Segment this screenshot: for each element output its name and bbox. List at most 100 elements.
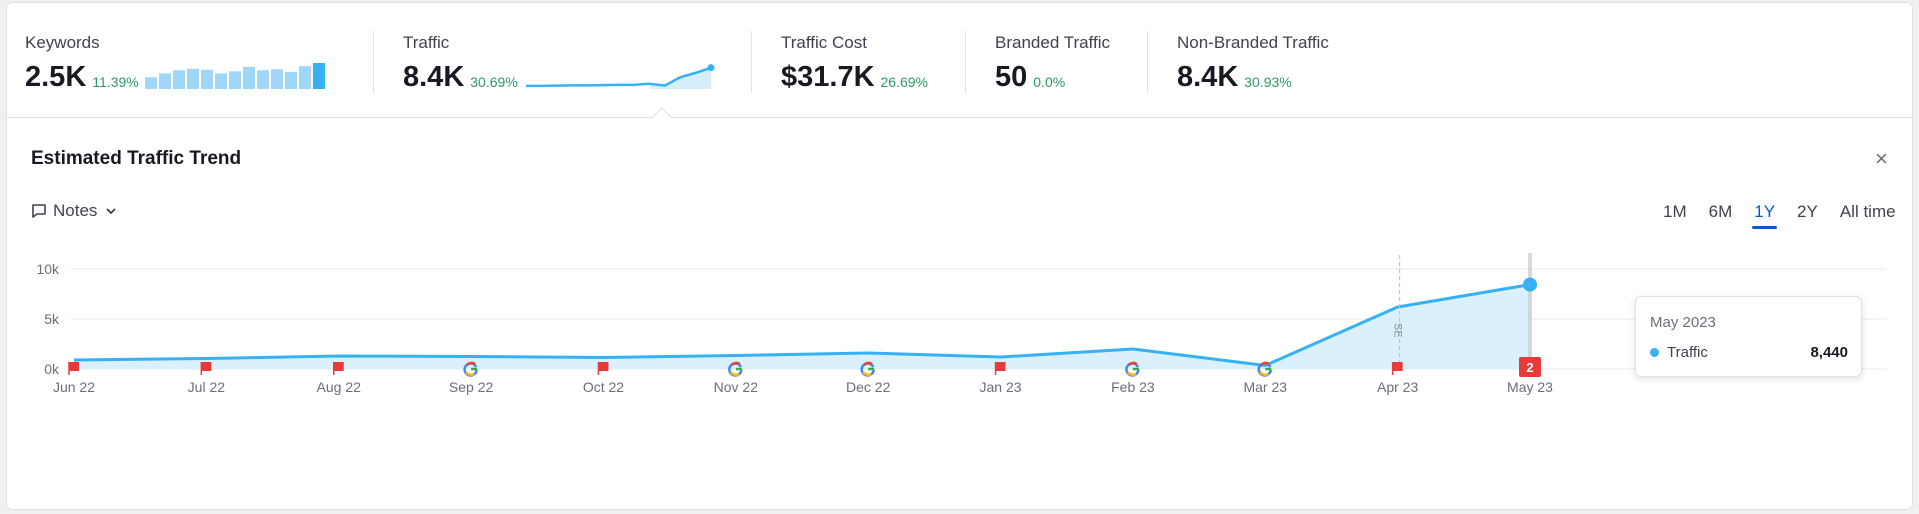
- panel-title: Estimated Traffic Trend: [31, 148, 242, 169]
- spark-bar: [214, 73, 227, 89]
- x-tick-label: Dec 22: [846, 379, 891, 395]
- badge-count: 2: [1526, 360, 1533, 375]
- flag-icon: [994, 362, 1006, 375]
- x-tick-label: Aug 22: [317, 379, 362, 395]
- x-tick-label: Jan 23: [980, 379, 1022, 395]
- sparkline-path: [525, 66, 712, 88]
- traffic-trend-chart[interactable]: 0k 5k 10k SE Jun 22 Jul 22 Aug 22 Sep 22 Oct 22 N…: [7, 253, 1907, 503]
- badge-bg: [1519, 357, 1541, 377]
- flag-body: [333, 362, 344, 371]
- google-update-icon: [728, 361, 743, 377]
- data-point-dot: [1523, 277, 1537, 292]
- metric-value: 2.5K: [25, 61, 87, 93]
- y-tick-label: 5k: [44, 311, 60, 327]
- spark-bar: [228, 71, 241, 89]
- tab-period[interactable]: 1Y: [1752, 202, 1777, 229]
- x-tick-label: May 23: [1507, 379, 1553, 395]
- flag-body: [995, 362, 1006, 371]
- metric-traffic-cost[interactable]: Traffic Cost $31.7K 26.69%: [781, 33, 928, 93]
- spark-bar: [242, 66, 255, 89]
- close-icon[interactable]: ×: [1875, 146, 1888, 171]
- metric-value: 50: [995, 61, 1028, 93]
- metric-change: 11.39%: [92, 74, 139, 90]
- keywords-sparkbars: [144, 63, 325, 89]
- traffic-area: [74, 284, 1530, 369]
- metric-label: Keywords: [25, 33, 100, 52]
- flag-icon: [200, 362, 212, 375]
- period-tabs: 1M 6M 1Y 2Y All time: [1663, 202, 1896, 229]
- tab-period[interactable]: 1M: [1663, 202, 1687, 221]
- google-g-bottom: [1259, 371, 1269, 376]
- tab-period[interactable]: All time: [1839, 202, 1896, 221]
- metric-value: $31.7K: [781, 61, 875, 93]
- y-tick-label: 10k: [36, 261, 60, 277]
- spark-bar: [186, 68, 199, 89]
- metric-change: 30.69%: [470, 74, 518, 90]
- metric-change: 30.93%: [1244, 74, 1292, 90]
- spark-bar: [298, 66, 311, 89]
- chart-tooltip: May 2023 Traffic 8,440: [1635, 296, 1862, 377]
- metric-branded-traffic[interactable]: Branded Traffic 50 0.0%: [995, 33, 1110, 93]
- flag-icon: [332, 362, 344, 375]
- google-g-bottom: [862, 371, 872, 376]
- x-tick-label: Oct 22: [583, 379, 624, 395]
- metric-value: 8.4K: [1177, 61, 1239, 93]
- x-tick-label: Feb 23: [1111, 379, 1155, 395]
- metric-keywords[interactable]: Keywords 2.5K 11.39%: [25, 33, 335, 93]
- metric-traffic[interactable]: Traffic 8.4K 30.69%: [403, 33, 719, 93]
- notes-dropdown[interactable]: Notes: [31, 201, 123, 221]
- spark-bar: [256, 70, 269, 89]
- y-tick-label: 0k: [44, 361, 60, 377]
- comment-icon: [32, 204, 46, 218]
- divider: [373, 31, 374, 93]
- serp-marker-label: SE: [1392, 323, 1404, 338]
- series-dot: [1650, 348, 1659, 357]
- tab-period[interactable]: 6M: [1708, 202, 1733, 221]
- flag-body: [69, 362, 79, 371]
- spark-bar: [172, 70, 185, 89]
- x-tick-label: Apr 23: [1377, 379, 1418, 395]
- tab-period[interactable]: 2Y: [1797, 202, 1818, 221]
- notes-count-badge: 2: [1519, 357, 1541, 377]
- organic-overview-card: Keywords 2.5K 11.39% Traffic 8.4K 30.69%…: [6, 2, 1913, 510]
- flag-icon: [597, 362, 609, 375]
- google-g-bottom: [729, 371, 740, 376]
- x-tick-label: Sep 22: [449, 379, 494, 395]
- metric-non-branded-traffic[interactable]: Non-Branded Traffic 8.4K 30.93%: [1177, 33, 1329, 93]
- flag-icon: [68, 362, 79, 375]
- google-g-top: [1127, 361, 1138, 366]
- spark-bar: [158, 73, 171, 89]
- divider: [1147, 31, 1148, 93]
- google-update-icon: [1125, 361, 1140, 377]
- x-tick-label: Nov 22: [714, 379, 759, 395]
- tooltip-value: 8,440: [1810, 344, 1848, 361]
- metric-value: 8.4K: [403, 61, 465, 93]
- google-update-icon: [1257, 361, 1273, 377]
- notes-label: Notes: [53, 201, 98, 220]
- spark-bar: [144, 77, 157, 89]
- metric-label: Traffic: [403, 33, 450, 52]
- tooltip-date: May 2023: [1650, 314, 1716, 331]
- sparkline-end-dot: [707, 64, 715, 72]
- google-g-bottom: [465, 371, 475, 376]
- divider: [965, 31, 966, 93]
- traffic-line: [73, 283, 1531, 367]
- metric-change: 0.0%: [1033, 74, 1066, 90]
- metric-label: Non-Branded Traffic: [1177, 33, 1329, 52]
- spark-bar: [284, 71, 297, 89]
- google-g-top: [466, 361, 476, 366]
- metric-label: Traffic Cost: [781, 33, 867, 52]
- google-update-icon: [860, 361, 875, 377]
- flag-body: [201, 362, 212, 371]
- metrics-bar: Keywords 2.5K 11.39% Traffic 8.4K 30.69%…: [7, 3, 1912, 118]
- flag-body: [598, 362, 609, 371]
- google-g-bottom: [1126, 371, 1137, 376]
- x-tick-label: Jun 22: [53, 379, 95, 395]
- flag-body: [1392, 362, 1403, 371]
- spark-bar: [270, 69, 283, 89]
- google-g-top: [863, 361, 873, 366]
- divider: [751, 31, 752, 93]
- flag-icon: [1391, 362, 1403, 375]
- hover-line: [1528, 253, 1532, 369]
- x-tick-label: Mar 23: [1243, 379, 1287, 395]
